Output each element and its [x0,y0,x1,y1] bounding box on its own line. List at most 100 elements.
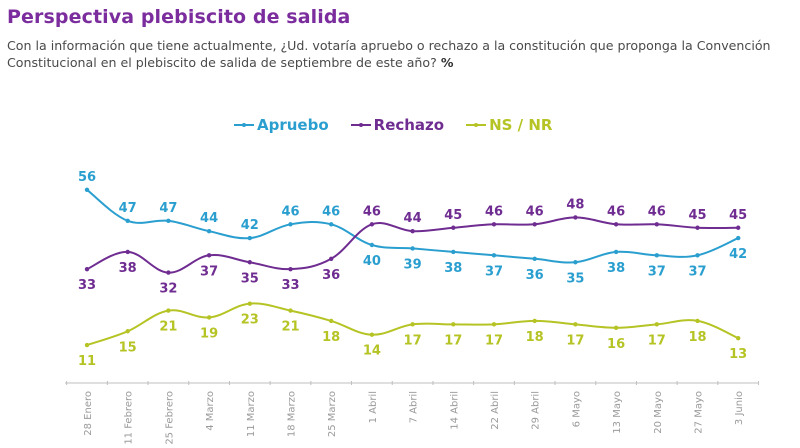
x-tick-label: 28 Enero [83,391,94,436]
data-label-apruebo: 44 [200,211,218,226]
data-point-apruebo [369,242,375,248]
data-label-rechazo: 38 [119,261,137,276]
data-label-ns-nr: 17 [404,333,422,348]
data-point-ns-nr [573,322,578,327]
data-label-rechazo: 46 [363,204,381,219]
data-point-ns-nr [369,332,375,337]
data-label-apruebo: 36 [526,268,544,283]
legend-label-apruebo: Apruebo [257,116,329,134]
x-tick-label: 14 Abril [449,391,460,430]
data-point-rechazo [166,270,171,275]
data-point-apruebo [166,218,171,224]
data-label-ns-nr: 18 [322,330,340,345]
data-point-apruebo [84,187,90,192]
data-label-rechazo: 32 [159,282,177,297]
chart-question: Con la información que tiene actualmente… [7,37,797,71]
x-tick-label: 6 Mayo [571,391,582,427]
data-label-ns-nr: 23 [241,313,259,328]
data-label-rechazo: 36 [322,268,340,283]
data-point-ns-nr [695,318,700,324]
data-point-apruebo [125,218,130,224]
x-tick-label: 25 Febrero [164,391,175,445]
data-point-ns-nr [84,342,90,348]
data-label-ns-nr: 11 [78,354,96,369]
x-tick-label: 22 Abril [490,391,501,430]
x-tick-label: 20 Mayo [653,391,664,434]
data-label-rechazo: 45 [688,208,706,223]
data-label-ns-nr: 16 [607,337,625,352]
data-label-rechazo: 46 [526,204,544,219]
data-label-ns-nr: 13 [729,347,747,362]
data-label-ns-nr: 17 [485,333,503,348]
data-point-ns-nr [125,329,130,334]
data-point-apruebo [491,253,497,258]
data-label-ns-nr: 17 [566,333,584,348]
data-point-rechazo [695,225,700,230]
data-label-apruebo: 37 [688,264,706,279]
legend-swatch-apruebo [234,122,254,127]
data-point-ns-nr [288,308,293,313]
series-apruebo: 56 47 47 44 42 46 46 40 39 38 37 36 35 38 37 37 42 [78,170,747,286]
chart-title: Perspectiva plebiscito de salida [7,6,351,28]
data-point-ns-nr [410,322,415,327]
data-point-apruebo [532,256,537,261]
data-label-ns-nr: 17 [444,333,462,348]
data-label-apruebo: 46 [322,204,340,219]
x-tick-label: 29 Abril [531,391,542,430]
question-text: Con la información que tiene actualmente… [7,38,771,70]
chart-legend: Apruebo Rechazo NS / NR [234,116,552,134]
data-label-rechazo: 33 [78,278,96,293]
data-point-ns-nr [613,325,619,330]
data-point-rechazo [329,256,334,261]
x-tick-label: 11 Marzo [246,391,257,437]
data-label-rechazo: 46 [648,204,666,219]
data-point-ns-nr [166,308,171,313]
data-label-ns-nr: 15 [119,340,137,355]
data-point-apruebo [451,249,456,255]
data-point-apruebo [573,260,578,265]
data-point-rechazo [736,225,741,230]
data-label-apruebo: 46 [281,204,299,219]
data-point-ns-nr [451,322,456,327]
legend-item-apruebo[interactable]: Apruebo [234,116,329,134]
series-layer: 56 47 47 44 42 46 46 40 39 38 37 36 35 38 37 37 42 33 38 32… [78,170,747,369]
data-label-rechazo: 46 [485,204,503,219]
data-point-apruebo [410,246,415,251]
x-tick-label: 1 Abril [368,391,379,423]
series-rechazo: 33 38 32 37 35 33 36 46 44 45 46 46 48 46 46 45 45 [78,197,747,296]
x-tick-label: 7 Abril [409,391,420,423]
data-point-apruebo [288,222,293,227]
data-label-apruebo: 37 [485,264,503,279]
legend-swatch-nsnr [466,122,487,127]
data-label-apruebo: 40 [363,254,381,269]
data-point-rechazo [613,222,619,227]
data-point-apruebo [613,249,619,255]
data-point-rechazo [451,225,456,230]
data-point-rechazo [573,215,578,220]
data-label-apruebo: 38 [607,261,625,276]
x-tick-label: 3 Junio [734,391,745,425]
legend-item-nsnr[interactable]: NS / NR [466,116,552,134]
data-label-ns-nr: 21 [281,320,299,335]
series-ns-nr: 11 15 21 19 23 21 18 14 17 17 17 18 17 16 17 18 13 [78,301,747,369]
data-point-rechazo [247,260,252,265]
x-axis: 28 Enero 11 Febrero 25 Febrero 4 Marzo 11 Ma… [65,381,760,445]
data-point-rechazo [125,249,130,255]
data-point-ns-nr [532,318,537,324]
data-point-ns-nr [736,335,741,341]
data-label-apruebo: 38 [444,261,462,276]
data-label-ns-nr: 18 [526,330,544,345]
legend-item-rechazo[interactable]: Rechazo [350,116,444,134]
unit-label: % [440,55,454,70]
legend-swatch-rechazo [350,122,371,127]
data-label-ns-nr: 19 [200,326,218,341]
data-point-apruebo [695,253,700,258]
data-point-ns-nr [206,315,212,320]
data-label-rechazo: 35 [241,271,259,286]
x-tick-label: 27 Mayo [694,391,705,434]
data-label-apruebo: 47 [119,201,137,216]
data-label-apruebo: 56 [78,170,96,185]
data-point-apruebo [329,222,334,227]
x-tick-label: 25 Marzo [327,391,338,437]
